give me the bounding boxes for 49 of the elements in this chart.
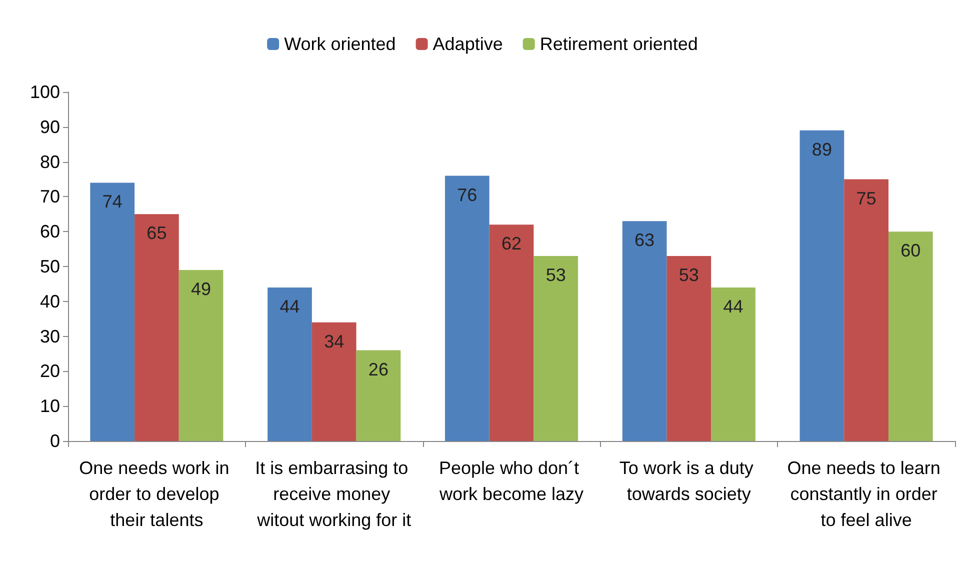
- data-label: 65: [146, 223, 167, 244]
- bar: [90, 182, 135, 441]
- data-label: 44: [723, 296, 744, 316]
- y-tick-label: 50: [40, 256, 60, 276]
- data-label: 49: [191, 278, 212, 299]
- x-tick-label: It is embarrasing to receive money witout working for it: [255, 458, 414, 530]
- bar: [800, 130, 844, 441]
- y-tick-label: 0: [50, 431, 60, 451]
- data-label: 26: [368, 359, 388, 380]
- y-tick-label: 30: [40, 326, 60, 346]
- y-tick-label: 20: [40, 361, 60, 382]
- x-tick-label: One needs to learn constantly in order to feel alive: [787, 458, 946, 530]
- data-label: 53: [546, 265, 566, 286]
- data-label: 60: [900, 240, 921, 261]
- bar: [666, 256, 712, 441]
- x-tick-label: One needs work in order to develop their talents: [79, 458, 234, 530]
- bar: [622, 221, 667, 441]
- legend-label: Retirement oriented: [540, 34, 698, 54]
- y-tick-label: 100: [30, 82, 60, 102]
- y-tick-label: 60: [40, 222, 60, 242]
- data-label: 34: [324, 331, 344, 352]
- bar: [444, 176, 490, 441]
- bar: [178, 270, 224, 441]
- bar: [312, 322, 356, 441]
- data-label: 63: [634, 230, 655, 250]
- bar: [134, 214, 179, 441]
- y-tick-label: 80: [40, 152, 60, 172]
- legend-label: Work oriented: [284, 34, 396, 54]
- data-label: 53: [678, 265, 699, 286]
- x-tick-label: People who don´t work become lazy: [438, 458, 584, 504]
- bar: [844, 179, 888, 441]
- y-tick-label: 90: [40, 116, 60, 137]
- bar: [534, 256, 578, 441]
- data-label: 89: [812, 139, 832, 160]
- y-tick-label: 70: [40, 186, 60, 207]
- data-label: 76: [457, 184, 478, 205]
- bar: [888, 232, 933, 441]
- bar: [489, 224, 534, 441]
- data-label: 75: [856, 188, 876, 208]
- bar: [268, 287, 312, 441]
- y-tick-label: 10: [40, 396, 60, 416]
- data-label: 62: [501, 234, 522, 254]
- bar: [356, 350, 401, 441]
- data-label: 44: [280, 296, 300, 316]
- y-tick-label: 40: [40, 291, 60, 312]
- bar: [711, 287, 756, 441]
- x-tick-label: To work is a duty towards society: [619, 458, 758, 504]
- legend-label: Adaptive: [432, 34, 503, 54]
- data-label: 74: [102, 192, 122, 212]
